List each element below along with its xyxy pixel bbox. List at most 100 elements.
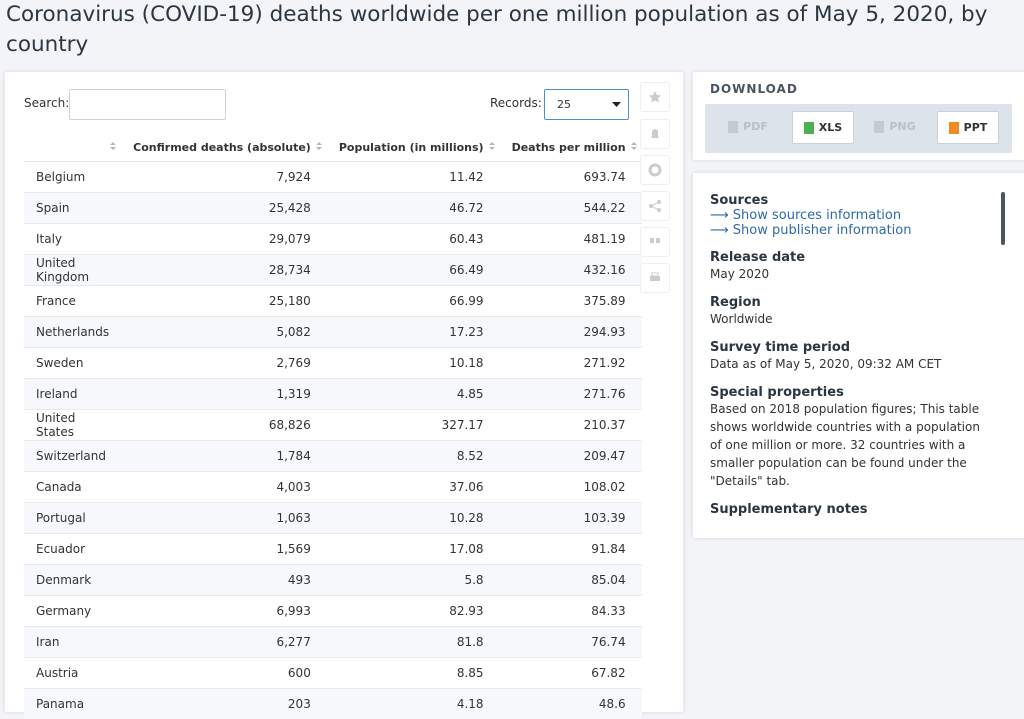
- country-cell: Iran: [24, 627, 121, 658]
- cite-button[interactable]: [640, 227, 670, 257]
- number-cell: 108.02: [500, 472, 642, 503]
- number-cell: 375.89: [500, 286, 642, 317]
- number-cell: 6,277: [121, 627, 327, 658]
- ppt-button[interactable]: PPT: [937, 111, 999, 144]
- publisher-link[interactable]: ⟶ Show publisher information: [710, 223, 982, 238]
- number-cell: 693.74: [500, 162, 642, 193]
- print-button[interactable]: [640, 263, 670, 293]
- favorite-button[interactable]: [640, 82, 670, 112]
- number-cell: 4.18: [327, 689, 500, 719]
- number-cell: 7,924: [121, 162, 327, 193]
- details-content: Sources ⟶ Show sources information ⟶ Sho…: [710, 193, 982, 523]
- data-table: Confirmed deaths (absolute) Population (i…: [24, 133, 642, 719]
- number-cell: 271.76: [500, 379, 642, 410]
- number-cell: 67.82: [500, 658, 642, 689]
- number-cell: 91.84: [500, 534, 642, 565]
- country-cell: Panama: [24, 689, 121, 719]
- sources-label: Sources: [710, 193, 982, 208]
- number-cell: 85.04: [500, 565, 642, 596]
- detail-label: Survey time period: [710, 340, 982, 355]
- number-cell: 1,319: [121, 379, 327, 410]
- number-cell: 481.19: [500, 224, 642, 255]
- scrollbar[interactable]: [1001, 192, 1005, 245]
- number-cell: 2,769: [121, 348, 327, 379]
- country-cell: Switzerland: [24, 441, 121, 472]
- country-cell: Belgium: [24, 162, 121, 193]
- number-cell: 11.42: [327, 162, 500, 193]
- page-title: Coronavirus (COVID-19) deaths worldwide …: [6, 0, 1016, 60]
- number-cell: 1,784: [121, 441, 327, 472]
- country-cell: Spain: [24, 193, 121, 224]
- country-cell: Sweden: [24, 348, 121, 379]
- number-cell: 8.52: [327, 441, 500, 472]
- number-cell: 29,079: [121, 224, 327, 255]
- records-select[interactable]: 25: [544, 89, 629, 120]
- number-cell: 76.74: [500, 627, 642, 658]
- detail-value: May 2020: [710, 265, 982, 283]
- png-button[interactable]: PNG: [865, 111, 925, 142]
- number-cell: 432.16: [500, 255, 642, 286]
- header-label: Population (in millions): [339, 141, 484, 154]
- number-cell: 544.22: [500, 193, 642, 224]
- header-cell[interactable]: Confirmed deaths (absolute): [121, 133, 327, 162]
- number-cell: 103.39: [500, 503, 642, 534]
- number-cell: 4,003: [121, 472, 327, 503]
- number-cell: 66.99: [327, 286, 500, 317]
- detail-label: Region: [710, 295, 982, 310]
- number-cell: 6,993: [121, 596, 327, 627]
- number-cell: 5,082: [121, 317, 327, 348]
- country-cell: Ireland: [24, 379, 121, 410]
- dropdown-arrow: [612, 102, 621, 108]
- number-cell: 4.85: [327, 379, 500, 410]
- number-cell: 210.37: [500, 410, 642, 441]
- number-cell: 17.23: [327, 317, 500, 348]
- number-cell: 48.6: [500, 689, 642, 719]
- pdf-button[interactable]: PDF: [718, 111, 778, 142]
- download-label: DOWNLOAD: [710, 82, 798, 96]
- sort-icon: [315, 141, 323, 151]
- header-cell[interactable]: [24, 133, 121, 162]
- button-label: PNG: [889, 120, 915, 133]
- number-cell: 37.06: [327, 472, 500, 503]
- number-cell: 493: [121, 565, 327, 596]
- sort-icon: [630, 141, 638, 151]
- number-cell: 600: [121, 658, 327, 689]
- country-cell: Austria: [24, 658, 121, 689]
- link-text: Show publisher information: [733, 223, 912, 238]
- records-value: 25: [557, 98, 571, 111]
- button-label: PDF: [743, 120, 768, 133]
- country-cell: Netherlands: [24, 317, 121, 348]
- header-cell[interactable]: Population (in millions): [327, 133, 500, 162]
- share-button[interactable]: [640, 191, 670, 221]
- search-input[interactable]: [69, 89, 226, 120]
- sources-link[interactable]: ⟶ Show sources information: [710, 208, 982, 223]
- alert-button[interactable]: [640, 119, 670, 149]
- sort-icon: [109, 141, 117, 151]
- xls-button[interactable]: XLS: [792, 111, 854, 144]
- number-cell: 5.8: [327, 565, 500, 596]
- header-cell[interactable]: Deaths per million: [500, 133, 642, 162]
- number-cell: 25,428: [121, 193, 327, 224]
- detail-label: Special properties: [710, 385, 982, 400]
- settings-button[interactable]: [640, 155, 670, 185]
- detail-value: Based on 2018 population figures; This t…: [710, 400, 982, 490]
- country-cell: Portugal: [24, 503, 121, 534]
- number-cell: 10.18: [327, 348, 500, 379]
- detail-value: Worldwide: [710, 310, 982, 328]
- records-label: Records:: [490, 96, 542, 110]
- detail-label: Supplementary notes: [710, 502, 982, 517]
